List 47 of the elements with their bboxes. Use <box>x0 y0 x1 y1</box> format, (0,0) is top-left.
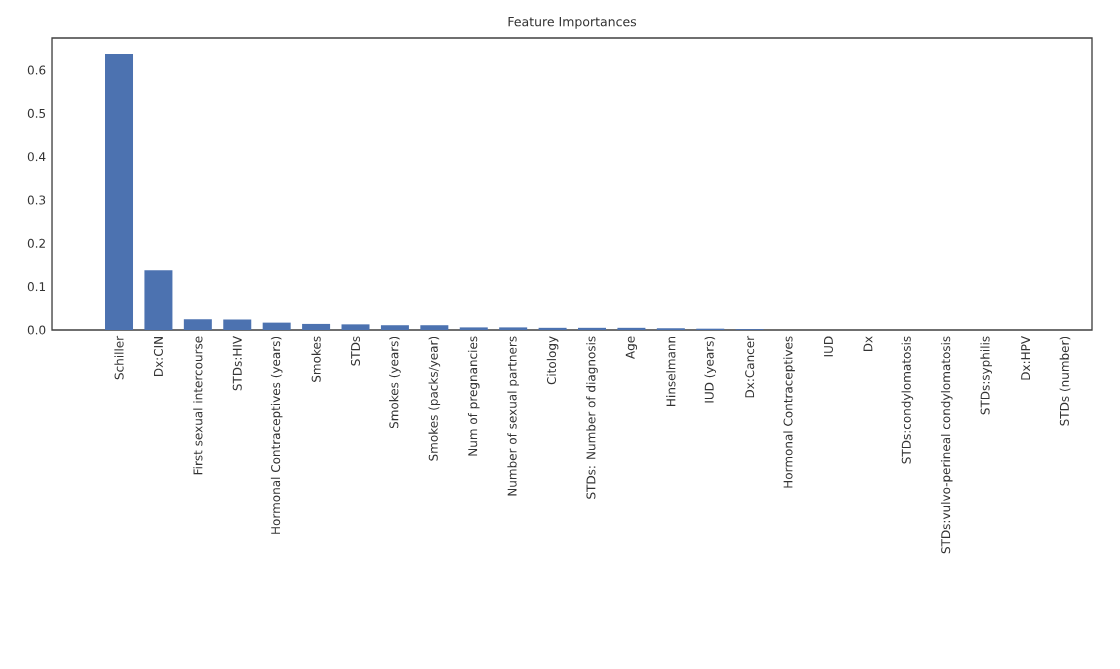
x-tick-label: Dx <box>863 336 873 352</box>
x-tick-label: Num of pregnancies <box>467 336 480 456</box>
x-tick-label: Dx:Cancer <box>745 335 755 398</box>
y-tick-label: 0.4 <box>27 152 46 162</box>
x-tick-label: Smokes <box>311 336 321 382</box>
x-tick-label: STDs:HIV <box>232 335 242 391</box>
x-tick-label: STDs <box>350 336 361 366</box>
bar <box>105 54 134 330</box>
x-tick-label: STDs:vulvo-perineal condylomatosis <box>940 336 953 554</box>
bar <box>617 327 646 330</box>
y-tick-label: 0.5 <box>27 108 46 118</box>
x-tick-label: Hormonal Contraceptives (years) <box>270 336 283 534</box>
bar <box>262 322 291 330</box>
bar <box>459 327 488 330</box>
x-tick-label: Dx:CIN <box>153 337 163 376</box>
chart-title: Feature Importances <box>508 17 637 29</box>
y-tick-label: 0.6 <box>27 65 46 75</box>
x-tick-label: Dx:HPV <box>1021 335 1030 380</box>
bar <box>499 327 528 330</box>
x-tick-label: First sexual intercourse <box>193 336 203 475</box>
x-tick-label: STDs:condylomatosis <box>901 336 914 464</box>
x-tick-label: Smokes (packs/year) <box>428 336 441 461</box>
y-tick-label: 0.2 <box>27 238 45 248</box>
x-tick-label: IUD <box>824 336 833 357</box>
y-tick-label: 0.1 <box>27 282 46 292</box>
bar <box>144 270 173 330</box>
x-tick-label: Smokes (years) <box>389 336 401 429</box>
bar <box>341 324 370 330</box>
bar <box>302 323 331 330</box>
bar <box>578 327 607 330</box>
x-tick-label: STDs (number) <box>1059 336 1071 426</box>
x-tick-label: Number of sexual partners <box>507 336 519 496</box>
bar <box>223 319 252 330</box>
y-tick-label: 0.0 <box>27 325 46 335</box>
bar <box>538 327 567 330</box>
x-tick-label: STDs:syphilis <box>980 336 992 415</box>
x-tick-label: Schiller <box>114 335 124 380</box>
x-tick-label: Age <box>625 336 638 359</box>
x-tick-label: IUD (years) <box>704 336 717 403</box>
bar <box>183 319 212 330</box>
bar <box>380 325 409 330</box>
x-tick-label: Citology <box>546 336 559 385</box>
x-tick-label: STDs: Number of diagnosis <box>586 336 598 499</box>
x-tick-label: Hinselmann <box>666 336 676 406</box>
bar <box>420 325 449 330</box>
x-tick-label: Hormonal Contraceptives <box>783 336 795 488</box>
y-tick-label: 0.3 <box>27 195 46 205</box>
